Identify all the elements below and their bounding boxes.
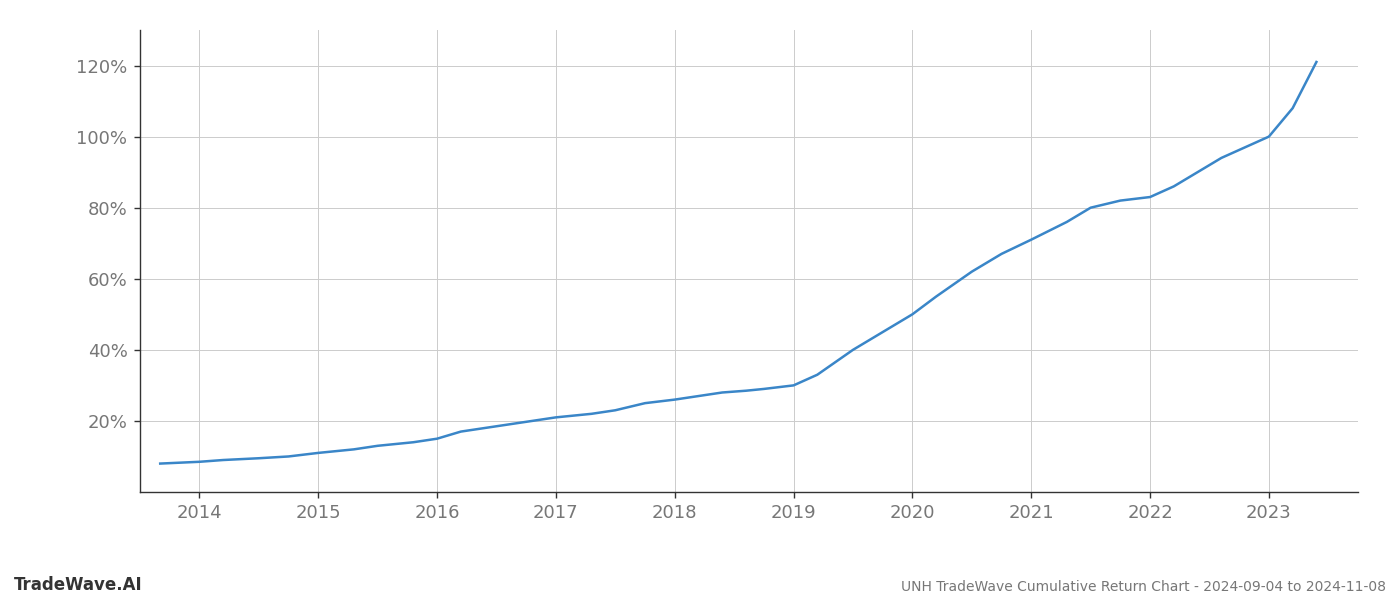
Text: TradeWave.AI: TradeWave.AI (14, 576, 143, 594)
Text: UNH TradeWave Cumulative Return Chart - 2024-09-04 to 2024-11-08: UNH TradeWave Cumulative Return Chart - … (902, 580, 1386, 594)
